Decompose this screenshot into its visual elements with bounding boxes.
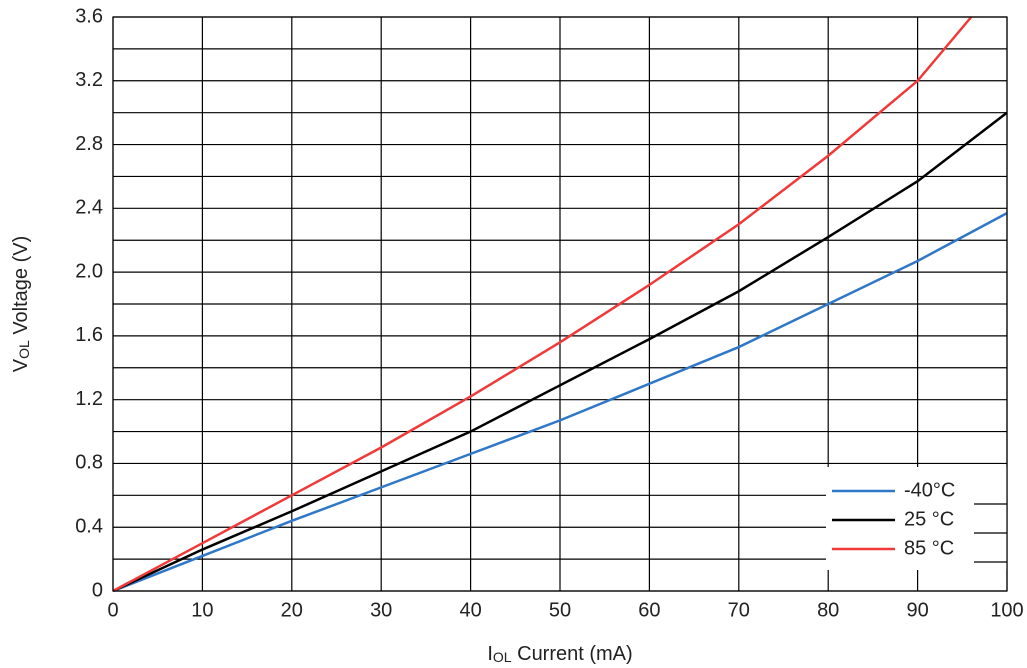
x-axis-label-main: I xyxy=(487,643,493,665)
series-line xyxy=(112,212,1008,593)
y-tick-label: 2.8 xyxy=(75,133,103,155)
x-axis-label-rest: Current (mA) xyxy=(512,643,633,665)
x-tick-label: 100 xyxy=(990,599,1023,621)
y-tick-label: 2.0 xyxy=(75,260,103,282)
y-tick-label: 3.2 xyxy=(75,69,103,91)
y-tick-label: 0.8 xyxy=(75,452,103,474)
series-line xyxy=(112,16,973,593)
y-tick-label: 0 xyxy=(92,579,103,601)
y-axis-label: VOL Voltage (V) xyxy=(10,236,32,373)
x-tick-label: 70 xyxy=(728,599,750,621)
plot-frame xyxy=(112,16,1008,592)
legend-label: 85 °C xyxy=(904,537,954,559)
y-tick-label: 1.6 xyxy=(75,324,103,346)
x-tick-label: 50 xyxy=(549,599,571,621)
y-axis-label-sub: OL xyxy=(16,340,32,359)
x-tick-label: 30 xyxy=(370,599,392,621)
x-tick-label: 0 xyxy=(107,599,118,621)
x-axis-label: IOL Current (mA) xyxy=(487,643,632,665)
x-tick-label: 80 xyxy=(817,599,839,621)
x-tick-label: 90 xyxy=(906,599,928,621)
legend-box xyxy=(826,467,1007,570)
y-axis-label-main: V xyxy=(10,358,32,372)
series-line xyxy=(112,111,1008,593)
y-tick-label: 2.4 xyxy=(75,197,103,219)
y-axis-label-rest: Voltage (V) xyxy=(10,236,32,341)
x-tick-label: 20 xyxy=(281,599,303,621)
x-tick-label: 10 xyxy=(191,599,213,621)
y-tick-label: 0.4 xyxy=(75,516,103,538)
x-tick-label: 60 xyxy=(638,599,660,621)
legend-label: -40°C xyxy=(904,479,955,501)
x-axis-label-sub: OL xyxy=(493,649,512,665)
y-tick-label: 1.2 xyxy=(75,388,103,410)
legend-label: 25 °C xyxy=(904,508,954,530)
y-tick-label: 3.6 xyxy=(75,5,103,27)
x-tick-label: 40 xyxy=(459,599,481,621)
